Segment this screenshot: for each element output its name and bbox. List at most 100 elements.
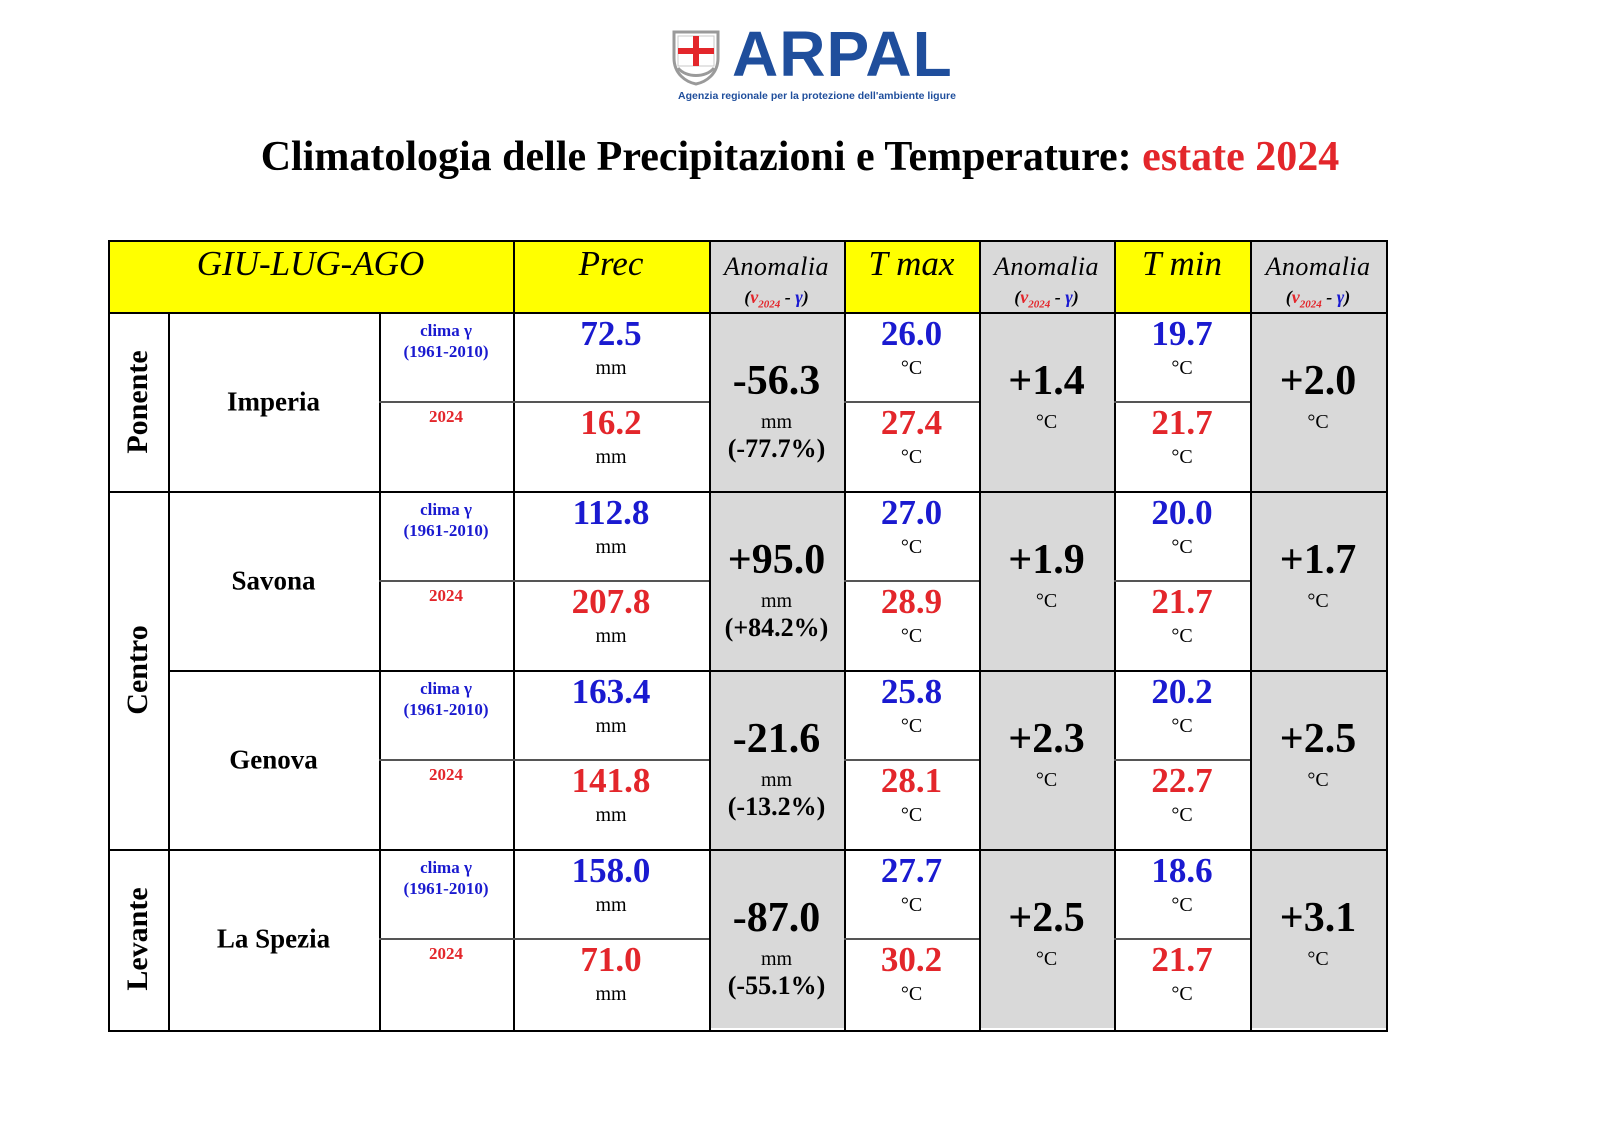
unit-label: mm [760,948,793,970]
unit-label: mm [595,625,627,647]
prec-anomaly-cell: +95.0 mm (+84.2%) [709,491,844,670]
tmin-anomaly-cell: +2.0 °C [1250,312,1386,491]
unit-label: °C [900,446,923,468]
grid-line [108,240,110,1032]
unit-label: °C [1171,536,1193,558]
prec-clima-cell: 112.8 mm [513,491,709,580]
tmax-2024-value: 30.2 [880,940,943,979]
tmax-2024-cell: 28.9 °C [844,580,979,670]
anomaly-formula: (v2024 - γ) [1285,287,1351,311]
grid-line [1114,580,1250,582]
year-label-cell: 2024 [379,759,513,849]
tmax-2024-cell: 30.2 °C [844,938,979,1028]
prec-anomaly-value: +95.0 [727,537,826,583]
tmin-clima-cell: 20.0 °C [1114,491,1250,580]
tmin-anomaly-cell: +2.5 °C [1250,670,1386,849]
clima-label-cell: clima γ (1961-2010) [379,312,513,401]
grid-line [108,240,1388,242]
grid-line [108,312,1386,314]
city-name: Imperia [227,386,320,416]
grid-line [844,759,979,761]
unit-label: mm [595,357,627,379]
grid-line [1250,240,1252,1030]
tmax-anomaly-value: +2.5 [1008,895,1085,941]
tmin-clima-cell: 18.6 °C [1114,849,1250,938]
tmax-anomaly-cell: +1.9 °C [979,491,1114,670]
prec-clima-value: 72.5 [580,314,642,353]
header-prec: Prec [513,240,709,312]
year-label-cell: 2024 [379,401,513,491]
prec-2024-cell: 207.8 mm [513,580,709,670]
unit-label: °C [1307,948,1329,970]
unit-label: °C [1307,590,1329,612]
prec-clima-value: 163.4 [571,672,651,711]
prec-anomaly-percent: (-55.1%) [727,971,826,1000]
header-tmin: T min [1114,240,1250,312]
zone-centro: Centro [108,491,168,849]
unit-label: °C [1035,411,1058,433]
prec-anomaly-percent: (-77.7%) [727,434,826,463]
grid-line [379,580,709,582]
grid-line [379,759,709,761]
tmax-clima-value: 25.8 [880,672,943,711]
zone-levante: Levante [108,849,168,1028]
logo-wordmark: ARPAL [732,18,953,90]
tmax-clima-cell: 27.0 °C [844,491,979,580]
tmax-clima-cell: 26.0 °C [844,312,979,401]
tmin-2024-cell: 21.7 °C [1114,938,1250,1028]
grid-line [168,670,1386,672]
unit-label: mm [595,983,627,1005]
zone-ponente: Ponente [108,312,168,491]
clima-period: (1961-2010) [403,879,489,898]
year-label: 2024 [429,407,463,426]
prec-anomaly-value: -87.0 [732,895,821,941]
tmax-clima-cell: 25.8 °C [844,670,979,759]
anomaly-label: Anomalia [993,252,1100,281]
zone-label: Centro [121,625,154,715]
tmax-anomaly-value: +1.9 [1008,537,1085,583]
unit-label: °C [1035,769,1058,791]
unit-label: °C [900,536,923,558]
unit-label: mm [595,536,627,558]
tmin-anomaly-value: +2.0 [1279,358,1357,404]
prec-anomaly-cell: -21.6 mm (-13.2%) [709,670,844,849]
city-cell: Genova [168,670,379,849]
tmax-2024-value: 28.9 [880,582,943,621]
tmax-2024-value: 27.4 [880,403,943,442]
tmin-anomaly-value: +2.5 [1279,716,1357,762]
unit-label: mm [595,715,627,737]
tmax-anomaly-value: +1.4 [1008,358,1085,404]
tmin-2024-value: 21.7 [1151,582,1213,621]
arpal-logo: ARPAL Agenzia regionale per la protezion… [672,22,962,106]
grid-line [1114,759,1250,761]
clima-label-cell: clima γ (1961-2010) [379,491,513,580]
unit-label: °C [1171,715,1193,737]
grid-line [108,849,1386,851]
city-cell: Savona [168,491,379,670]
prec-clima-cell: 158.0 mm [513,849,709,938]
zone-label: Levante [121,886,154,991]
year-label: 2024 [429,765,463,784]
page-title: Climatologia delle Precipitazioni e Temp… [0,136,1600,178]
city-name: La Spezia [216,923,331,953]
year-label-cell: 2024 [379,580,513,670]
year-label: 2024 [429,586,463,605]
tmax-clima-value: 27.0 [880,493,943,532]
tmin-clima-value: 20.0 [1151,493,1213,532]
clima-label: clima γ [420,679,472,698]
tmax-clima-value: 27.7 [880,851,943,890]
grid-line [108,1030,1388,1032]
prec-2024-cell: 71.0 mm [513,938,709,1028]
header-period-label: GIU-LUG-AGO [196,244,425,283]
unit-label: °C [1171,625,1193,647]
unit-label: °C [1307,411,1329,433]
unit-label: °C [900,625,923,647]
tmin-2024-cell: 22.7 °C [1114,759,1250,849]
prec-anomaly-percent: (-13.2%) [727,792,826,821]
tmax-clima-cell: 27.7 °C [844,849,979,938]
tmax-anomaly-cell: +2.3 °C [979,670,1114,849]
grid-line [513,240,515,1030]
tmax-2024-cell: 28.1 °C [844,759,979,849]
unit-label: mm [595,894,627,916]
clima-period: (1961-2010) [403,700,489,719]
